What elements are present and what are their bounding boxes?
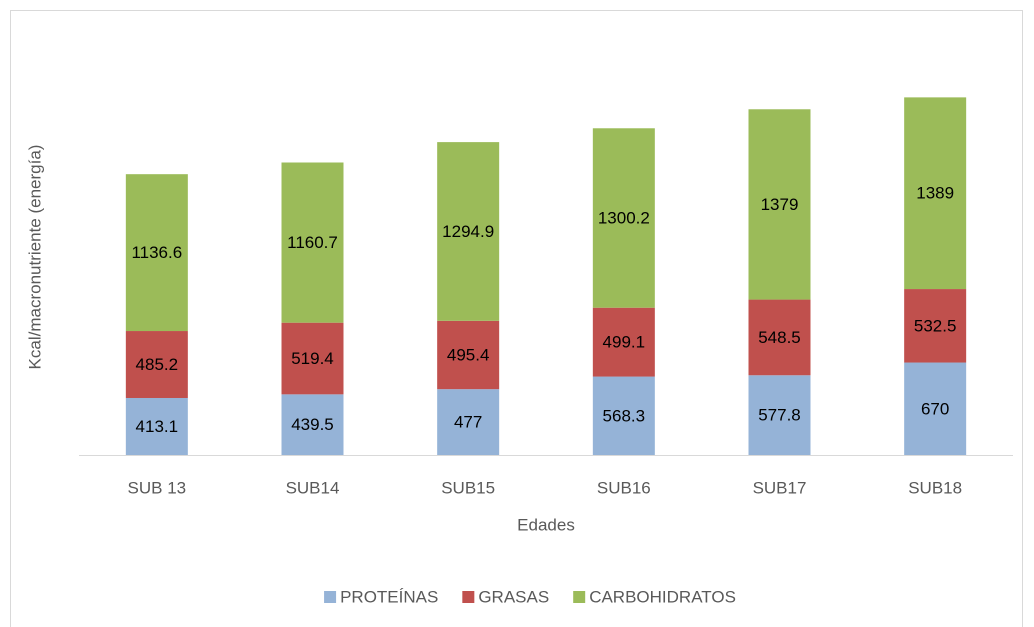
bar-segment [748,109,811,300]
bar-segment [125,397,188,455]
bar-segment [125,174,188,332]
x-tick-label: SUB 13 [128,478,187,497]
bar-segment [125,331,188,398]
data-label: 1160.7 [287,233,338,252]
data-label: 548.5 [758,328,801,347]
legend-swatch [324,591,337,603]
x-axis-title: Edades [517,515,575,534]
data-label: 477 [454,413,482,432]
data-label: 413.1 [136,417,179,436]
x-tick-label: SUB18 [908,478,962,497]
data-label: 519.4 [291,349,334,368]
data-label: 495.4 [447,345,490,364]
data-label: 1294.9 [442,222,494,241]
data-label: 1136.6 [131,243,182,262]
data-label: 439.5 [291,415,334,434]
x-tick-label: SUB16 [597,478,651,497]
data-label: 1300.2 [598,208,650,227]
bar-segment [437,142,500,321]
bar-segment [904,362,967,455]
bar-segment [281,394,344,455]
x-tick-label: SUB14 [286,478,340,497]
legend-label: PROTEÍNAS [340,587,438,606]
bar-segment [904,289,967,363]
bar-segment [437,389,500,455]
legend-label: CARBOHIDRATOS [589,587,736,606]
bar-segment [592,307,655,377]
bar-segment [281,322,344,395]
data-label: 1379 [761,195,799,214]
bar-segment [437,320,500,390]
legend-label: GRASAS [478,587,549,606]
bar-segment [748,299,811,376]
x-tick-label: SUB17 [753,478,807,497]
x-tick-label: SUB15 [441,478,495,497]
bar-segment [904,97,967,290]
data-label: 577.8 [758,406,801,425]
data-label: 670 [921,399,949,418]
data-label: 499.1 [603,333,646,352]
bar-segment [592,128,655,308]
data-label: 532.5 [914,316,957,335]
bar-segment [748,375,811,455]
legend-swatch [573,591,586,603]
data-label: 1389 [916,184,954,203]
data-label: 485.2 [136,355,179,374]
bar-segment [281,162,344,323]
bar-segment [592,376,655,455]
data-label: 568.3 [603,406,646,425]
y-axis-title: Kcal/macronutriente (energía) [25,145,44,370]
legend-swatch [462,591,475,603]
